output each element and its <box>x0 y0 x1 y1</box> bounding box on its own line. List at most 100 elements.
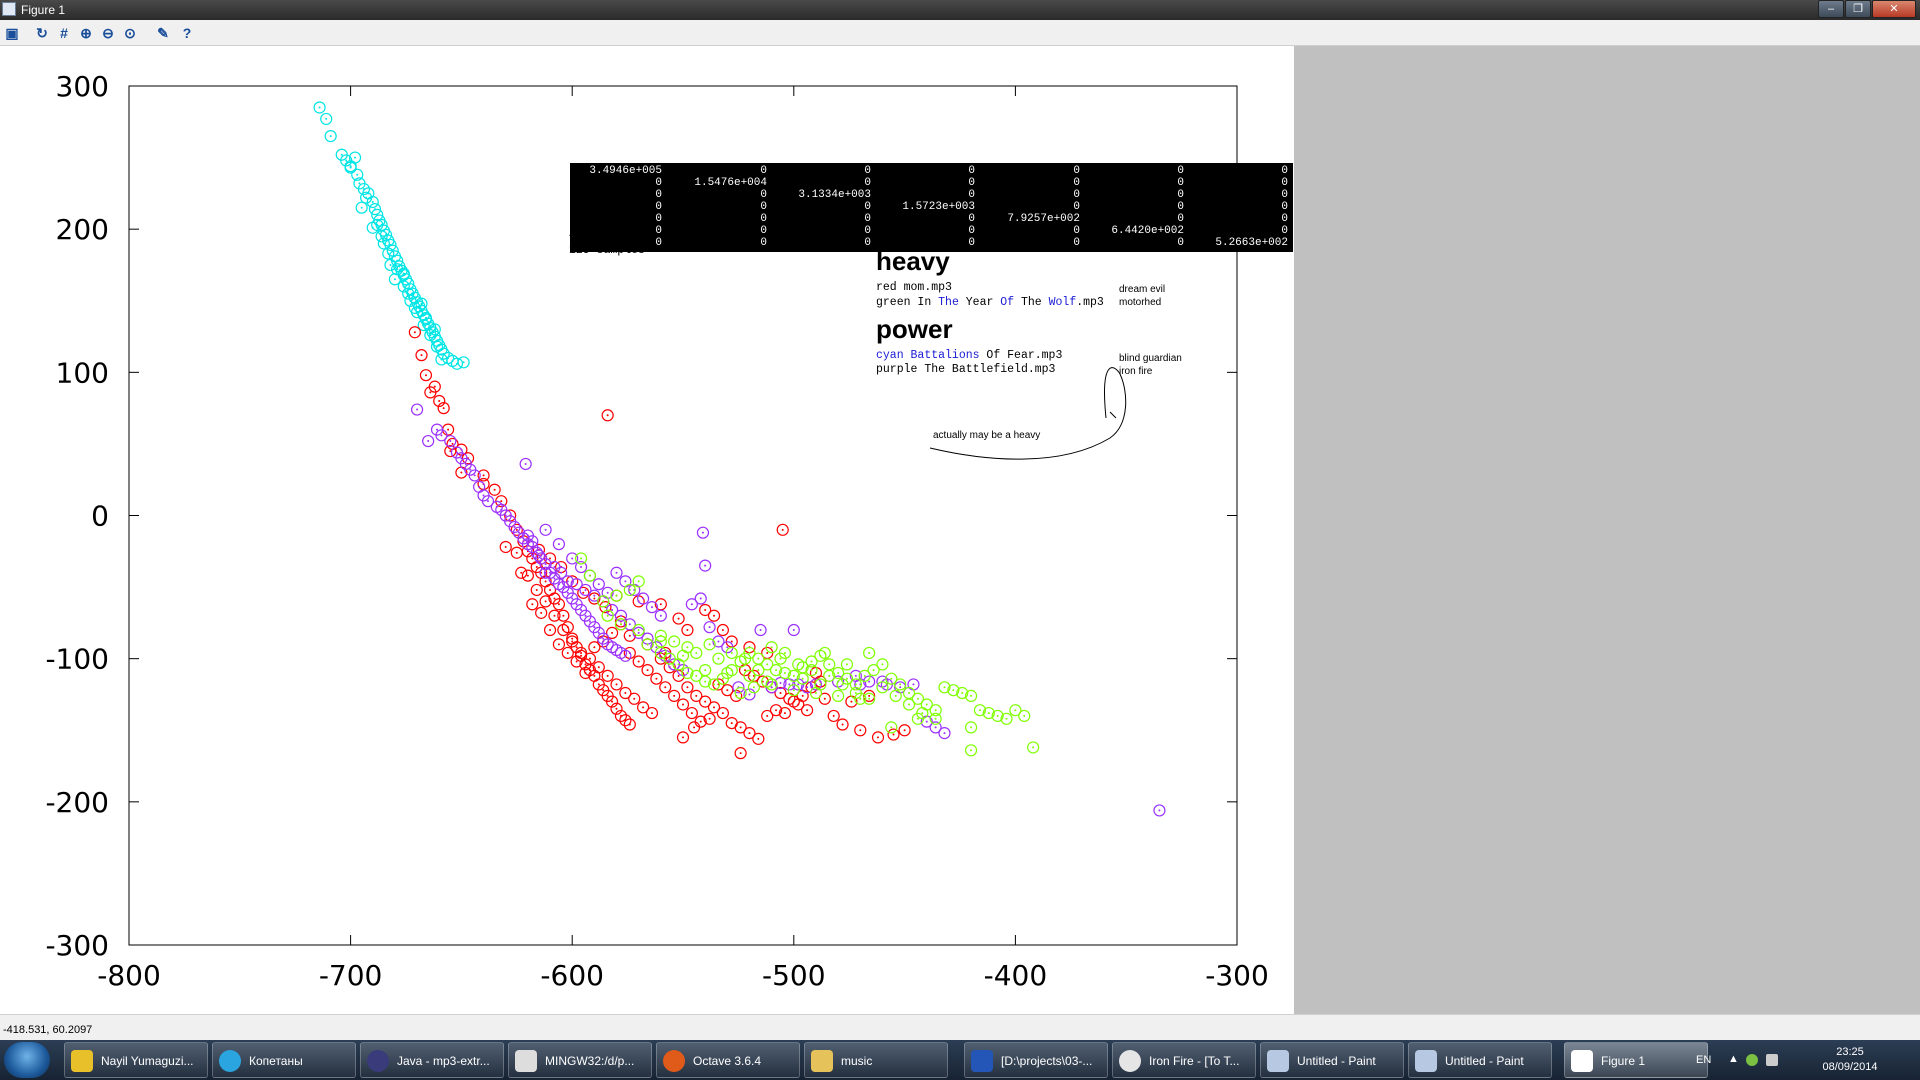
data-point <box>721 684 734 697</box>
maximize-button[interactable]: ❐ <box>1845 0 1871 18</box>
data-point <box>619 649 632 662</box>
terminal-icon <box>515 1050 537 1072</box>
data-point <box>526 598 539 611</box>
help-icon[interactable]: ? <box>182 25 192 41</box>
data-point <box>526 535 539 548</box>
matrix-cell: 0 <box>655 189 662 201</box>
data-point <box>754 623 767 637</box>
x-tick-label: -300 <box>1205 959 1269 992</box>
data-point <box>734 686 747 700</box>
data-point <box>699 559 712 572</box>
data-point <box>641 664 654 677</box>
data-point <box>887 728 900 741</box>
data-point <box>1027 741 1040 754</box>
matrix-cell: 0 <box>1177 237 1184 249</box>
matrix-cell: 0 <box>760 165 767 177</box>
data-point <box>1018 709 1031 723</box>
data-point <box>632 655 645 668</box>
data-point <box>805 664 818 677</box>
language-indicator[interactable]: EN <box>1696 1054 1712 1066</box>
task-iron-fire[interactable]: Iron Fire - [To T... <box>1112 1042 1256 1078</box>
legend-heavy-line2: green In The Year Of The Wolf.mp3 <box>876 296 1104 309</box>
data-point <box>858 669 871 682</box>
data-point <box>929 704 942 717</box>
task-skype[interactable]: Копетаны <box>212 1042 356 1078</box>
task-chrome[interactable]: Nayil Yumaguzi... <box>64 1042 208 1078</box>
data-point <box>685 706 698 720</box>
matrix-row: 0 0 0 1.5723e+003 0 0 0 <box>570 201 1293 213</box>
figure-toolbar: ▣ ↻ # ⊕ ⊖ ⊙ ✎ ? <box>0 20 1920 46</box>
data-point <box>876 681 889 694</box>
minimize-button[interactable]: – <box>1818 0 1844 18</box>
data-point <box>885 721 898 734</box>
data-point <box>916 706 929 720</box>
clock-time[interactable]: 23:25 <box>1836 1046 1864 1058</box>
data-point <box>415 349 428 362</box>
figure-icon[interactable]: ▣ <box>5 25 19 41</box>
zoom-in-icon[interactable]: ⊕ <box>80 25 92 41</box>
data-point <box>911 692 924 705</box>
legend-power-line1: cyan Battalions Of Fear.mp3 <box>876 349 1063 362</box>
data-point <box>384 258 397 272</box>
data-point <box>623 618 636 631</box>
legend-heavy-band1: dream evil <box>1119 284 1166 295</box>
matrix-cell: 0 <box>968 213 975 225</box>
data-point <box>902 698 916 711</box>
data-point <box>382 247 395 260</box>
data-point <box>991 709 1004 723</box>
tray-expand-icon[interactable]: ▲ <box>1728 1053 1739 1065</box>
matrix-cell: 0 <box>655 201 662 213</box>
wrench-icon[interactable]: ✎ <box>157 25 169 41</box>
data-point <box>619 686 632 700</box>
data-point <box>894 678 907 691</box>
data-point <box>408 326 421 339</box>
refresh-icon[interactable]: ↻ <box>36 25 48 41</box>
data-point <box>663 652 676 665</box>
close-button[interactable]: ✕ <box>1872 0 1916 18</box>
clock-date[interactable]: 08/09/2014 <box>1822 1061 1878 1073</box>
data-point <box>557 609 570 622</box>
series-0 <box>313 101 470 370</box>
y-tick-label: -200 <box>45 786 109 819</box>
data-point <box>566 552 579 565</box>
matrix-overlay: 3.4946e+005 0 0 0 0 0 0 0 1.5476e+004 0 0 0 0 0 0 0 3.13… <box>570 163 1293 252</box>
data-point <box>473 480 486 493</box>
y-tick-label: 0 <box>91 500 109 533</box>
task-paint-2[interactable]: Untitled - Paint <box>1408 1042 1552 1078</box>
task-mingw[interactable]: MINGW32:/d/p... <box>508 1042 652 1078</box>
matrix-cell: 0 <box>968 189 975 201</box>
data-point <box>650 672 663 685</box>
task-music-folder[interactable]: music <box>804 1042 948 1078</box>
data-point <box>929 721 942 734</box>
hist-text: 4 x 512 hist <box>569 229 652 242</box>
start-button[interactable] <box>4 1042 50 1078</box>
task-paint-1[interactable]: Untitled - Paint <box>1260 1042 1404 1078</box>
data-point <box>433 394 446 408</box>
cursor-coordinates: -418.531, 60.2097 <box>3 1024 93 1036</box>
y-tick-label: -100 <box>45 643 109 676</box>
data-point <box>694 592 707 605</box>
task-eclipse[interactable]: Java - mp3-extr... <box>360 1042 504 1078</box>
data-point <box>539 595 552 608</box>
data-point <box>548 609 561 622</box>
network-icon[interactable] <box>1746 1054 1758 1066</box>
data-point <box>415 297 428 310</box>
data-point <box>668 689 681 702</box>
samples-text: 125 samples <box>569 244 645 257</box>
task-projects[interactable]: [D:\projects\03-... <box>964 1042 1108 1078</box>
task-figure-1[interactable]: Figure 1 <box>1564 1042 1708 1078</box>
data-point <box>532 549 546 562</box>
matrix-cell: 0 <box>1177 177 1184 189</box>
data-point <box>743 727 756 740</box>
task-octave[interactable]: Octave 3.6.4 <box>656 1042 800 1078</box>
data-point <box>344 161 357 174</box>
zoom-out-icon[interactable]: ⊖ <box>102 25 114 41</box>
grid-icon[interactable]: # <box>60 25 68 41</box>
data-point <box>574 552 588 565</box>
data-point <box>530 583 543 597</box>
zoom-reset-icon[interactable]: ⊙ <box>124 25 136 41</box>
volume-icon[interactable] <box>1766 1054 1778 1066</box>
plot-canvas[interactable]: -800 -700 -600 -500 -400 -300 300 200 100 0 -100 -2… <box>0 46 1294 1014</box>
data-point <box>410 403 424 416</box>
data-point <box>814 678 827 691</box>
